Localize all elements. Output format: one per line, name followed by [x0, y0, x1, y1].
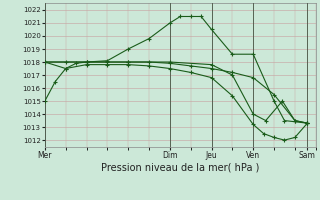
X-axis label: Pression niveau de la mer( hPa ): Pression niveau de la mer( hPa ) [101, 163, 260, 173]
